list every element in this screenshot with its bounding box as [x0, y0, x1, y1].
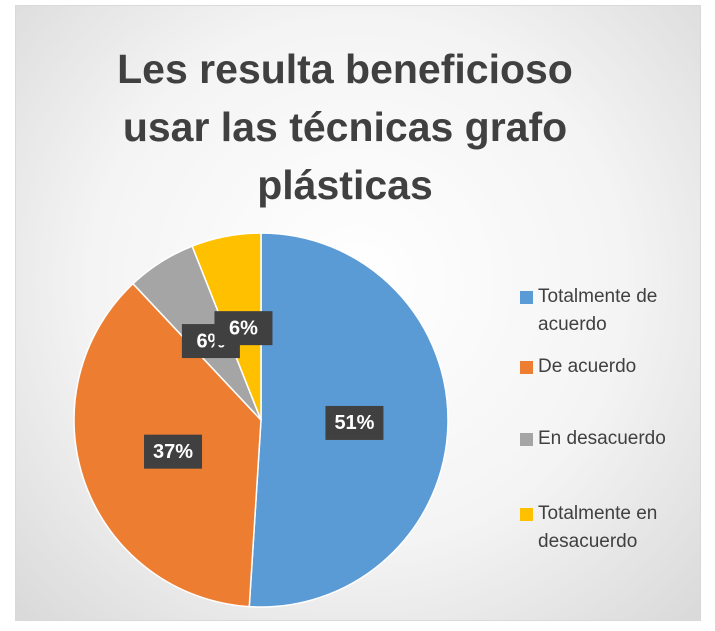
data-label-box: [325, 405, 384, 440]
chart-title: Les resulta beneficioso usar las técnica…: [117, 46, 573, 208]
data-label-text: 37%: [153, 441, 193, 463]
legend-label: De acuerdo: [538, 356, 637, 377]
data-label-text: 6%: [229, 317, 258, 339]
legend-item: Totalmente en desacuerdo: [520, 500, 708, 556]
legend-swatch: [520, 361, 533, 374]
data-label-text: 51%: [334, 412, 374, 434]
data-label: 37%: [144, 434, 203, 469]
legend-label: En desacuerdo: [538, 428, 666, 449]
legend-swatch: [520, 291, 533, 304]
data-label-box: [144, 434, 203, 469]
data-label: 51%: [325, 405, 384, 440]
legend-item: De acuerdo: [520, 353, 708, 381]
legend-label: Totalmente en desacuerdo: [538, 503, 658, 552]
data-label-box: [214, 311, 273, 346]
legend-swatch: [520, 508, 533, 521]
legend-item: Totalmente de acuerdo: [520, 283, 708, 339]
legend-label: Totalmente de acuerdo: [538, 286, 658, 335]
legend-swatch: [520, 433, 533, 446]
data-label: 6%: [214, 311, 273, 346]
legend-item: En desacuerdo: [520, 425, 708, 453]
